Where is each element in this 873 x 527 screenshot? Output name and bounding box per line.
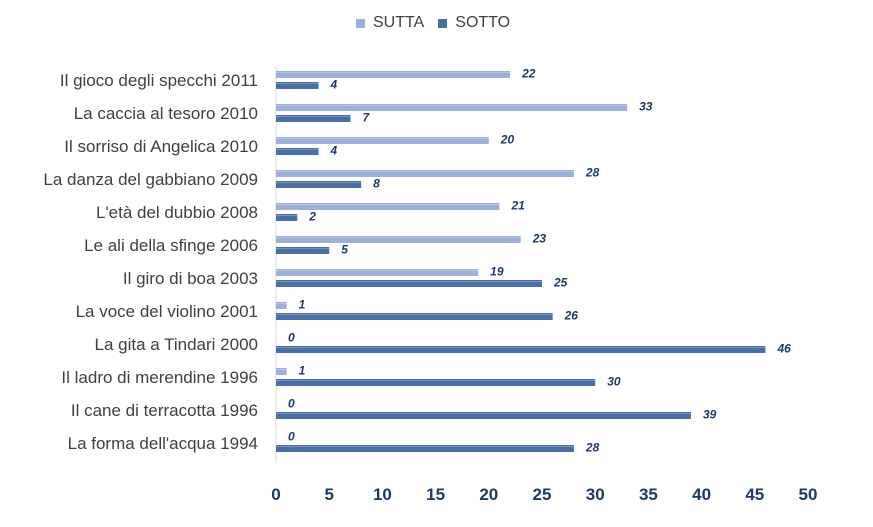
- data-label-sutta: 23: [532, 232, 547, 246]
- data-label-sutta: 0: [288, 397, 295, 411]
- x-tick-label: 20: [479, 485, 498, 504]
- data-label-sotto: 28: [585, 441, 600, 455]
- bar-texture: [276, 303, 287, 304]
- bar-texture: [276, 314, 553, 315]
- bar-sotto: [276, 445, 574, 452]
- bar-sotto: [276, 379, 596, 386]
- bar-sotto: [276, 412, 691, 419]
- bar-texture: [276, 237, 521, 238]
- bar-sotto: [276, 181, 362, 188]
- data-label-sutta: 28: [585, 166, 600, 180]
- data-label-sutta: 0: [288, 430, 295, 444]
- bar-sotto: [276, 148, 319, 155]
- bar-texture: [276, 369, 287, 370]
- bar-texture: [276, 105, 628, 106]
- data-label-sotto: 4: [330, 144, 338, 158]
- bar-sutta: [276, 170, 574, 177]
- bar-texture: [276, 83, 319, 84]
- bar-sotto: [276, 115, 351, 122]
- bar-sutta: [276, 269, 479, 276]
- category-label: La forma dell'acqua 1994: [68, 434, 258, 453]
- bar-sutta: [276, 203, 500, 210]
- data-label-sutta: 21: [510, 199, 525, 213]
- x-tick-label: 25: [533, 485, 552, 504]
- x-tick-label: 0: [271, 485, 280, 504]
- bar-texture: [276, 204, 500, 205]
- category-label: La voce del violino 2001: [76, 302, 258, 321]
- bar-sutta: [276, 302, 287, 309]
- bar-texture: [276, 413, 691, 414]
- bar-texture: [276, 270, 479, 271]
- legend-label-sutta: SUTTA: [373, 14, 425, 31]
- bar-sotto: [276, 346, 766, 353]
- bar-texture: [276, 182, 362, 183]
- data-label-sotto: 46: [776, 342, 791, 356]
- data-label-sotto: 5: [341, 243, 348, 257]
- bar-texture: [276, 138, 489, 139]
- category-label: Il gioco degli specchi 2011: [60, 71, 258, 90]
- x-tick-label: 50: [799, 485, 818, 504]
- x-tick-label: 15: [426, 485, 445, 504]
- legend-item-sotto: SOTTO: [438, 14, 510, 32]
- legend-label-sotto: SOTTO: [455, 14, 511, 31]
- category-label: La caccia al tesoro 2010: [74, 104, 258, 123]
- bar-texture: [276, 380, 596, 381]
- bar-sutta: [276, 137, 489, 144]
- bar-sutta: [276, 368, 287, 375]
- bar-texture: [276, 248, 330, 249]
- legend-swatch-sutta: [356, 18, 365, 28]
- x-tick-label: 5: [324, 485, 333, 504]
- bar-sutta: [276, 71, 511, 78]
- bar-texture: [276, 347, 766, 348]
- data-label-sutta: 1: [299, 298, 306, 312]
- category-label: Le ali della sfinge 2006: [84, 236, 258, 255]
- bar-texture: [276, 281, 542, 282]
- category-label: Il cane di terracotta 1996: [71, 401, 258, 420]
- bar-texture: [276, 149, 319, 150]
- x-tick-label: 10: [373, 485, 392, 504]
- category-label: Il ladro di merendine 1996: [61, 368, 258, 387]
- x-tick-label: 45: [745, 485, 764, 504]
- category-label: La gita a Tindari 2000: [94, 335, 258, 354]
- bar-sotto: [276, 247, 330, 254]
- data-label-sotto: 25: [553, 276, 568, 290]
- data-label-sotto: 26: [564, 309, 579, 323]
- data-label-sotto: 39: [703, 408, 717, 422]
- bar-sutta: [276, 236, 521, 243]
- category-label: La danza del gabbiano 2009: [43, 170, 258, 189]
- bar-texture: [276, 116, 351, 117]
- data-label-sutta: 33: [639, 100, 653, 114]
- legend: SUTTA SOTTO: [356, 14, 524, 32]
- bar-sotto: [276, 313, 553, 320]
- data-label-sutta: 22: [521, 67, 536, 81]
- bar-sotto: [276, 280, 542, 287]
- bar-sotto: [276, 82, 319, 89]
- x-tick-label: 35: [639, 485, 658, 504]
- data-label-sutta: 0: [288, 331, 295, 345]
- category-label: Il giro di boa 2003: [123, 269, 258, 288]
- legend-item-sutta: SUTTA: [356, 14, 424, 32]
- bar-texture: [276, 171, 574, 172]
- bar-texture: [276, 215, 298, 216]
- x-tick-label: 40: [692, 485, 711, 504]
- data-label-sutta: 19: [490, 265, 504, 279]
- data-label-sotto: 8: [373, 177, 380, 191]
- bar-texture: [276, 446, 574, 447]
- data-label-sutta: 1: [299, 364, 306, 378]
- legend-swatch-sotto: [438, 18, 448, 28]
- bar-sotto: [276, 214, 298, 221]
- bar-texture: [276, 72, 511, 73]
- data-label-sotto: 4: [330, 78, 338, 92]
- data-label-sotto: 7: [362, 111, 370, 125]
- data-label-sotto: 30: [607, 375, 621, 389]
- data-label-sotto: 2: [308, 210, 316, 224]
- data-label-sutta: 20: [500, 133, 515, 147]
- x-tick-label: 30: [586, 485, 605, 504]
- bar-sutta: [276, 104, 628, 111]
- category-label: Il sorriso di Angelica 2010: [64, 137, 258, 156]
- category-label: L'età del dubbio 2008: [96, 203, 258, 222]
